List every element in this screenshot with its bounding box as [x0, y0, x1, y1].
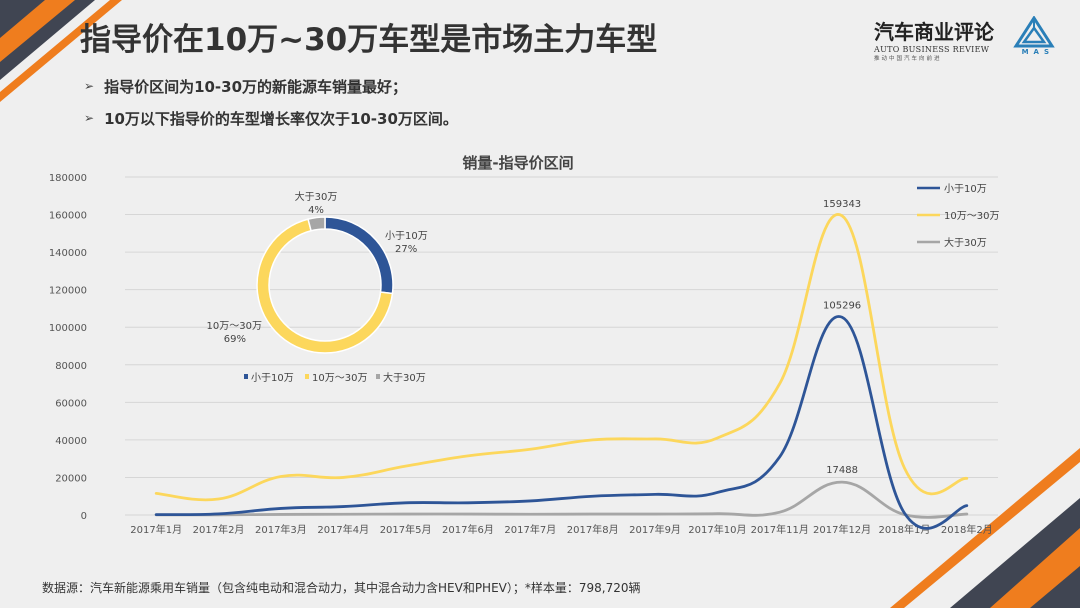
data-label: 159343: [823, 199, 861, 210]
donut-legend-swatch: [305, 374, 309, 379]
y-tick-label: 140000: [49, 248, 87, 259]
donut-label-name: 大于30万: [295, 190, 338, 203]
donut-label-percent: 4%: [308, 205, 324, 216]
legend-label: 大于30万: [944, 236, 987, 249]
donut-label-percent: 69%: [224, 334, 246, 345]
y-tick-label: 60000: [55, 398, 87, 409]
logo-text: MAS: [1021, 48, 1054, 56]
x-tick-label: 2017年2月: [193, 523, 245, 536]
donut-legend-label: 大于30万: [383, 371, 426, 384]
page-title: 指导价在10万~30万车型是市场主力车型: [80, 22, 658, 58]
x-tick-label: 2017年5月: [380, 523, 432, 536]
x-tick-label: 2017年7月: [504, 523, 556, 536]
decorative-corner-top-left: [0, 0, 122, 102]
bullet-item: ➢ 指导价区间为10-30万的新能源车销量最好；: [84, 70, 458, 102]
footer-source: 数据源：汽车新能源乘用车销量（包含纯电动和混合动力，其中混合动力含HEV和PHE…: [42, 581, 641, 595]
donut-label-percent: 27%: [395, 244, 417, 255]
x-tick-label: 2017年4月: [317, 523, 369, 536]
y-tick-label: 180000: [49, 173, 87, 184]
bullet-list: ➢ 指导价区间为10-30万的新能源车销量最好； ➢ 10万以下指导价的车型增长…: [84, 70, 458, 134]
arrow-bullet-icon: ➢: [84, 111, 95, 125]
x-tick-label: 2017年3月: [255, 523, 307, 536]
y-tick-label: 160000: [49, 211, 87, 222]
donut-legend-label: 10万～30万: [312, 373, 367, 384]
donut-legend-swatch: [244, 374, 248, 379]
x-tick-label: 2017年8月: [567, 523, 619, 536]
x-tick-label: 2018年2月: [941, 523, 993, 536]
brand-english-name: AUTO BUSINESS REVIEW: [874, 45, 990, 54]
y-tick-label: 40000: [55, 436, 87, 447]
decorative-corner-bottom-right: [890, 448, 1080, 608]
series-line-under-10w: [154, 315, 969, 530]
donut-legend-label: 小于10万: [251, 372, 294, 384]
x-tick-label: 2017年12月: [813, 523, 871, 536]
data-label: 105296: [823, 300, 861, 311]
bullet-item: ➢ 10万以下指导价的车型增长率仅次于10-30万区间。: [84, 102, 458, 134]
x-tick-label: 2018年1月: [879, 523, 931, 536]
y-tick-label: 120000: [49, 286, 87, 297]
data-label: 17488: [826, 465, 858, 476]
brand-block: 汽车商业评论 AUTO BUSINESS REVIEW 推动中国汽车向前进: [874, 16, 994, 62]
chart-title: 销量-指导价区间: [462, 154, 573, 172]
donut-label-name: 小于10万: [385, 230, 428, 242]
x-tick-label: 2017年10月: [688, 523, 746, 536]
triangle-logo-icon: [1013, 16, 1055, 48]
x-tick-label: 2017年9月: [629, 523, 681, 536]
legend-label: 10万～30万: [944, 211, 999, 222]
x-tick-label: 2017年6月: [442, 523, 494, 536]
donut-slice: [307, 216, 326, 232]
series-line-10w-30w: [154, 213, 969, 502]
brand-slogan: 推动中国汽车向前进: [874, 56, 942, 62]
brand-name: 汽车商业评论: [874, 20, 994, 44]
bullet-text: 指导价区间为10-30万的新能源车销量最好；: [104, 77, 408, 96]
y-tick-label: 0: [81, 511, 87, 522]
arrow-bullet-icon: ➢: [84, 79, 95, 93]
donut-label-name: 10万～30万: [207, 321, 262, 332]
donut-slice: [324, 216, 394, 295]
x-tick-label: 2017年11月: [751, 523, 809, 536]
x-tick-label: 2017年1月: [130, 523, 182, 536]
bullet-text: 10万以下指导价的车型增长率仅次于10-30万区间。: [104, 109, 458, 128]
series-line-over-30w: [154, 480, 969, 519]
y-tick-label: 20000: [55, 473, 87, 484]
legend-label: 小于10万: [944, 183, 987, 195]
y-tick-label: 80000: [55, 361, 87, 372]
donut-legend-swatch: [376, 374, 380, 379]
y-tick-label: 100000: [49, 323, 87, 334]
